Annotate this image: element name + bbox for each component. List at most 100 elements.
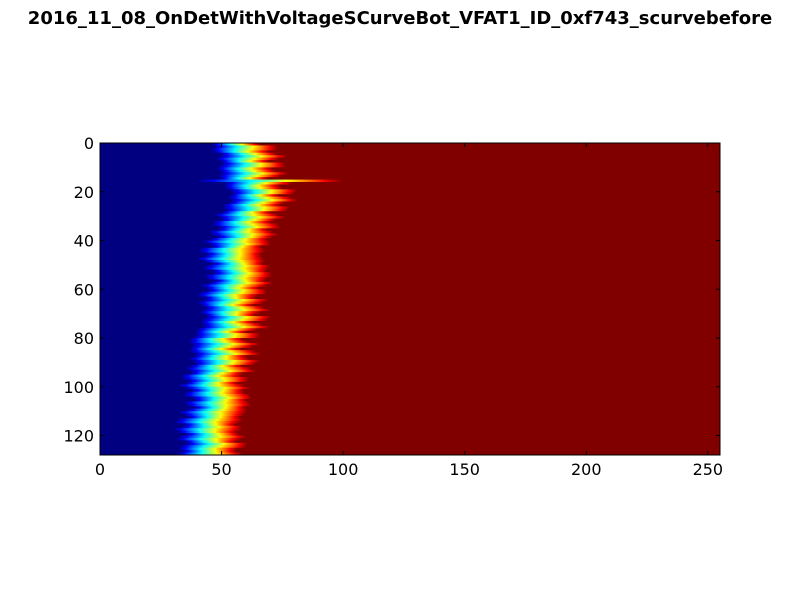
heatmap-row <box>100 418 720 422</box>
heatmap-row <box>100 255 720 258</box>
heatmap-row <box>100 430 720 434</box>
heatmap-row <box>100 274 720 278</box>
heatmap-row <box>100 313 720 317</box>
heatmap-row <box>100 206 720 210</box>
heatmap-row <box>100 379 720 383</box>
heatmap-row <box>100 367 720 371</box>
heatmap-row <box>100 447 720 451</box>
heatmap-row <box>100 177 720 180</box>
heatmap-row <box>100 435 720 439</box>
heatmap-row <box>100 330 720 334</box>
heatmap-row <box>100 225 720 229</box>
heatmap-row <box>100 428 720 432</box>
heatmap-row <box>100 221 720 224</box>
y-axis-ticks: 0 20 40 60 80 100 120 <box>63 134 720 446</box>
heatmap-row <box>100 277 720 280</box>
y-tick-label: 20 <box>74 183 94 202</box>
heatmap-row <box>100 284 720 288</box>
heatmap-rows <box>100 143 720 456</box>
heatmap-row <box>100 452 720 456</box>
heatmap-row <box>100 359 720 363</box>
heatmap-row <box>100 245 720 249</box>
heatmap-row <box>100 172 720 176</box>
heatmap-row <box>100 416 720 419</box>
heatmap-row <box>100 445 720 449</box>
x-tick-label: 150 <box>449 460 480 479</box>
heatmap-row <box>100 323 720 327</box>
heatmap-row <box>100 347 720 351</box>
heatmap-row <box>100 437 720 441</box>
heatmap-row <box>100 396 720 400</box>
x-tick-label: 250 <box>693 460 724 479</box>
heatmap-row <box>100 355 720 358</box>
heatmap-row <box>100 223 720 227</box>
y-tick-label: 40 <box>74 232 94 251</box>
heatmap-row <box>100 374 720 378</box>
heatmap-row <box>100 411 720 414</box>
heatmap-row <box>100 442 720 446</box>
heatmap-row <box>100 186 720 190</box>
heatmap-row <box>100 155 720 159</box>
y-tick-label: 0 <box>84 134 94 153</box>
plot-frame <box>99 142 721 456</box>
heatmap-row <box>100 203 720 207</box>
heatmap-row <box>100 352 720 356</box>
heatmap-row <box>100 294 720 297</box>
heatmap-row <box>100 296 720 300</box>
heatmap-row <box>100 381 720 385</box>
heatmap-row <box>100 401 720 405</box>
heatmap-row <box>100 299 720 302</box>
heatmap-row <box>100 291 720 295</box>
heatmap-row <box>100 335 720 339</box>
x-axis-ticks: 0 50 100 150 200 250 <box>95 143 723 479</box>
heatmap-row <box>100 230 720 234</box>
heatmap-row <box>100 406 720 410</box>
heatmap-row <box>100 364 720 368</box>
heatmap-row <box>100 345 720 349</box>
heatmap-row <box>100 147 720 151</box>
heatmap-row <box>100 247 720 251</box>
heatmap-row <box>100 289 720 293</box>
title-area: 2016_11_08_OnDetWithVoltageSCurveBot_VFA… <box>0 0 800 40</box>
heatmap-row <box>100 377 720 380</box>
heatmap-row <box>100 196 720 200</box>
heatmap-row <box>100 194 720 198</box>
heatmap-row <box>100 174 720 178</box>
heatmap-row <box>100 252 720 256</box>
y-tick-label: 80 <box>74 329 94 348</box>
heatmap-row <box>100 150 720 154</box>
heatmap-row <box>100 413 720 417</box>
heatmap-row <box>100 318 720 322</box>
y-tick-label: 100 <box>63 378 94 397</box>
heatmap-row <box>100 384 720 388</box>
heatmap-row <box>100 340 720 344</box>
heatmap-row <box>100 167 720 171</box>
y-tick-label: 120 <box>63 427 94 446</box>
heatmap-row <box>100 350 720 354</box>
x-tick-label: 100 <box>328 460 359 479</box>
heatmap-row <box>100 325 720 329</box>
heatmap-row <box>100 279 720 283</box>
heatmap-row <box>100 242 720 246</box>
heatmap-row <box>100 191 720 195</box>
x-tick-label: 200 <box>571 460 602 479</box>
heatmap-row <box>100 152 720 156</box>
heatmap-row <box>100 143 720 146</box>
heatmap-row <box>100 184 720 188</box>
heatmap-row <box>100 208 720 212</box>
heatmap-row <box>100 145 720 149</box>
heatmap-row <box>100 308 720 312</box>
heatmap-row <box>100 162 720 166</box>
heatmap-row <box>100 425 720 429</box>
heatmap-row <box>100 433 720 436</box>
heatmap-row <box>100 179 720 183</box>
y-tick-label: 60 <box>74 280 94 299</box>
heatmap-row <box>100 357 720 361</box>
heatmap-row <box>100 233 720 237</box>
heatmap-row <box>100 423 720 427</box>
heatmap-row <box>100 235 720 239</box>
heatmap-row <box>100 369 720 373</box>
heatmap-row <box>100 306 720 310</box>
heatmap-row <box>100 286 720 290</box>
